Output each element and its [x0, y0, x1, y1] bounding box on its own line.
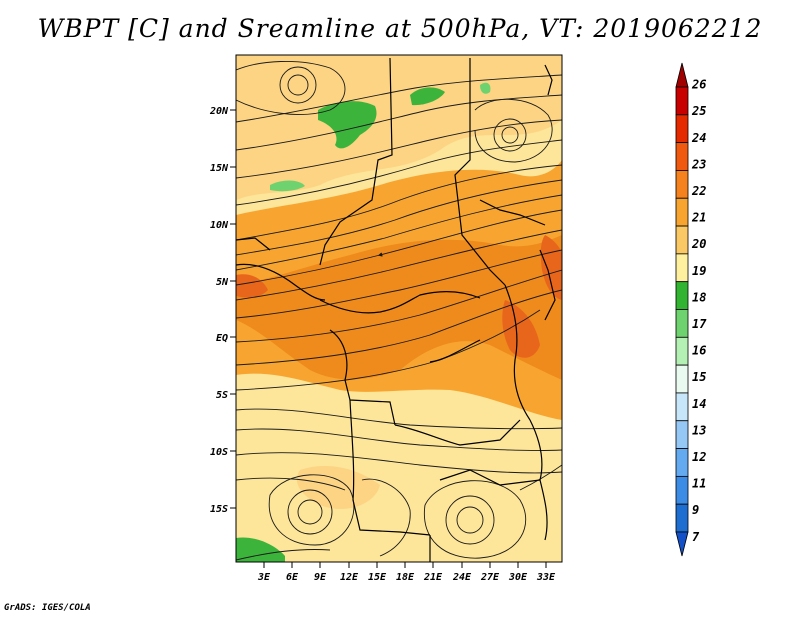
lon-axis: 3E 6E 9E 12E 15E 18E 21E 24E 27E 30E 33E: [257, 562, 556, 583]
colorbar-label: 23: [691, 157, 706, 171]
colorbar-label: 7: [692, 530, 700, 544]
colorbar-band: [675, 86, 689, 116]
map-title: WBPT [C] and Sreamline at 500hPa, VT: 20…: [37, 14, 763, 43]
map-frame: [235, 54, 563, 563]
green-southwest: [236, 537, 285, 562]
colorbar-band: [675, 225, 689, 255]
colorbar-bottom-arrow: [675, 531, 689, 557]
lat-tick-label: 20N: [209, 106, 229, 117]
lon-tick-label: 30E: [508, 572, 528, 583]
colorbar-band: [675, 392, 689, 422]
colorbar-band: [675, 336, 689, 366]
streamlines: [236, 61, 562, 561]
colorbar-band: [675, 503, 689, 533]
lon-tick-label: 33E: [536, 572, 556, 583]
field-hot-pocket-west: [236, 274, 268, 298]
colorbar-label: 22: [691, 184, 706, 198]
lat-tick-label: 10S: [210, 447, 228, 458]
colorbar-band: [675, 142, 689, 171]
colorbar-band: [675, 253, 689, 283]
lon-tick-label: 18E: [396, 572, 415, 583]
colorbar-label: 20: [691, 237, 706, 251]
footer-credit: GrADS: IGES/COLA: [4, 603, 91, 613]
lat-tick-label: 5S: [216, 390, 228, 401]
colorbar-label: 19: [692, 264, 706, 278]
field-north: [236, 55, 562, 200]
colorbar-label: 13: [692, 423, 706, 437]
colorbar-label: 16: [692, 344, 706, 358]
colorbar-label: 14: [692, 397, 706, 411]
lat-tick-label: 5N: [216, 277, 229, 288]
green-north-2: [410, 87, 445, 106]
colorbar-band: [675, 364, 689, 394]
colorbar-label: 12: [692, 450, 706, 464]
country-borders: [236, 57, 556, 562]
colorbar-band: [675, 170, 689, 199]
colorbar-label: 25: [691, 104, 706, 118]
lat-axis: 20N 15N 10N 5N EQ 5S 10S 15S: [209, 106, 236, 515]
field-south: [236, 398, 562, 562]
colorbar-band: [675, 420, 689, 449]
field-deep-core: [236, 235, 562, 380]
colorbar-band: [675, 309, 689, 338]
field-hot-pocket-lakes: [502, 300, 540, 358]
colorbar-label: 9: [692, 503, 699, 517]
colorbar-label: 24: [691, 131, 706, 145]
lat-tick-label: 10N: [210, 220, 229, 231]
colorbar-band: [675, 197, 689, 227]
colorbar-band: [675, 448, 689, 477]
lat-tick-label: 15N: [210, 163, 229, 174]
colorbar-label: 21: [691, 211, 706, 225]
colorbar-label: 26: [691, 78, 706, 92]
colorbar: 26 25 24 23 22 21 20 19 18 17 16 15 14 13 12 11 9 7: [675, 62, 707, 557]
lon-tick-label: 3E: [257, 572, 271, 583]
lat-tick-label: 15S: [210, 504, 228, 515]
colorbar-label: 11: [692, 477, 706, 491]
green-north-1: [318, 101, 377, 149]
lon-tick-label: 12E: [340, 572, 359, 583]
lon-tick-label: 21E: [423, 572, 443, 583]
colorbar-label: 17: [692, 317, 707, 331]
colorbar-band: [675, 475, 689, 505]
colorbar-band: [675, 114, 689, 144]
colorbar-label: 15: [692, 370, 706, 384]
lon-tick-label: 27E: [480, 572, 500, 583]
lat-tick-label: EQ: [216, 333, 228, 344]
lon-tick-label: 9E: [314, 572, 327, 583]
lon-tick-label: 24E: [452, 572, 472, 583]
colorbar-top-arrow: [675, 62, 689, 88]
lon-tick-label: 6E: [286, 572, 299, 583]
colorbar-label: 18: [692, 290, 706, 304]
green-north-4: [480, 82, 491, 94]
temperature-field: [236, 55, 562, 562]
colorbar-band: [675, 281, 689, 310]
green-north-3: [270, 180, 305, 192]
lon-tick-label: 15E: [368, 572, 387, 583]
